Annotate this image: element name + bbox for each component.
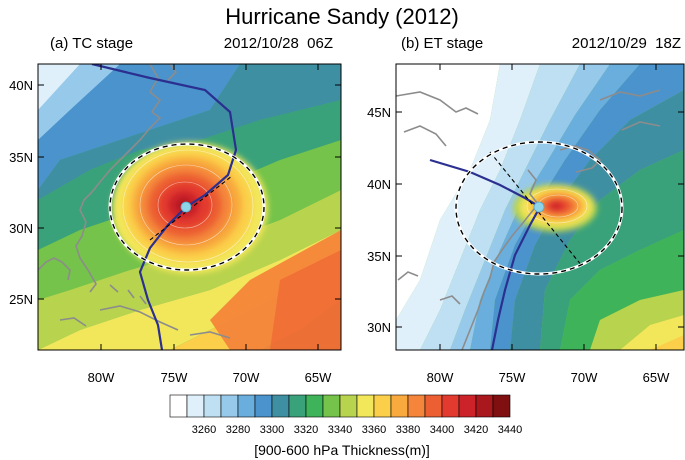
panel-b-lon-axis [439, 64, 657, 350]
colorbar-box [305, 394, 324, 418]
panel-b: (b) ET stage 2012/10/29 18Z [367, 35, 685, 385]
colorbar-tick-3280: 3280 [226, 424, 250, 436]
colorbar-box [186, 394, 205, 418]
colorbar-tick-3440: 3440 [498, 424, 522, 436]
panel-b-storm-track [429, 158, 542, 350]
colorbar-box [288, 394, 307, 418]
panel-a-lat-tick-25n: 25N [9, 292, 33, 307]
colorbar-box [169, 394, 188, 418]
colorbar-tick-3360: 3360 [362, 424, 386, 436]
colorbar-box [373, 394, 392, 418]
colorbar-tick-labels: 3260 3280 3300 3320 3340 3360 3380 3400 … [192, 424, 522, 436]
colorbar-box [390, 394, 409, 418]
colorbar-box [203, 394, 222, 418]
panel-a-datetime: 2012/10/28 06Z [224, 35, 333, 52]
colorbar-box [220, 394, 239, 418]
panel-a-lon-axis [100, 64, 319, 350]
panel-b-frame [395, 63, 685, 351]
colorbar-box [458, 394, 477, 418]
colorbar-box [441, 394, 460, 418]
colorbar-box [475, 394, 494, 418]
colorbar-box [407, 394, 426, 418]
colorbar-box [322, 394, 341, 418]
colorbar-tick-3340: 3340 [328, 424, 352, 436]
panel-a-lat-tick-40n: 40N [9, 78, 33, 93]
panel-b-lat-tick-45n: 45N [367, 105, 391, 120]
panel-a-lon-tick-70w: 70W [233, 370, 260, 385]
panel-b-lat-axis [396, 111, 684, 328]
colorbar-tick-3420: 3420 [464, 424, 488, 436]
colorbar-box [254, 394, 273, 418]
colorbar: 3260 3280 3300 3320 3340 3360 3380 3400 … [169, 394, 522, 458]
colorbar-box [339, 394, 358, 418]
panel-b-lat-tick-40n: 40N [367, 177, 391, 192]
panel-b-lon-tick-75w: 75W [499, 370, 526, 385]
colorbar-box [271, 394, 290, 418]
panel-a-lat-axis [38, 84, 341, 300]
panel-a: (a) TC stage 2012/10/28 06Z [9, 35, 342, 385]
colorbar-tick-3380: 3380 [396, 424, 420, 436]
panel-b-datetime: 2012/10/29 18Z [572, 35, 681, 52]
panel-a-frame [37, 63, 342, 351]
panel-b-lat-tick-35n: 35N [367, 249, 391, 264]
colorbar-box [237, 394, 256, 418]
panel-a-storm-track [91, 64, 238, 350]
panel-b-coastline [396, 89, 661, 350]
panel-b-lon-tick-70w: 70W [571, 370, 598, 385]
colorbar-tick-3400: 3400 [430, 424, 454, 436]
panel-b-label: (b) ET stage [401, 35, 483, 52]
colorbar-tick-3300: 3300 [260, 424, 284, 436]
panel-a-storm-center [180, 201, 192, 213]
panel-b-lon-tick-80w: 80W [427, 370, 454, 385]
panel-a-label: (a) TC stage [50, 35, 133, 52]
panel-a-lon-tick-65w: 65W [305, 370, 332, 385]
panel-a-coastline [38, 64, 231, 339]
panel-a-thickness-field [38, 64, 341, 350]
panel-a-lon-tick-75w: 75W [161, 370, 188, 385]
colorbar-box [424, 394, 443, 418]
panel-a-lon-tick-80w: 80W [88, 370, 115, 385]
colorbar-box [492, 394, 511, 418]
colorbar-boxes [169, 394, 511, 418]
colorbar-box [356, 394, 375, 418]
colorbar-tick-3320: 3320 [294, 424, 318, 436]
panel-b-lat-tick-30n: 30N [367, 320, 391, 335]
figure-title: Hurricane Sandy (2012) [225, 4, 459, 29]
colorbar-tick-3260: 3260 [192, 424, 216, 436]
panel-a-lat-tick-30n: 30N [9, 221, 33, 236]
panel-a-lat-tick-35n: 35N [9, 150, 33, 165]
colorbar-label: [900-600 hPa Thickness(m)] [254, 442, 430, 458]
panel-b-storm-center [533, 201, 545, 213]
panel-b-thickness-field [396, 64, 684, 350]
panel-b-lon-tick-65w: 65W [643, 370, 670, 385]
